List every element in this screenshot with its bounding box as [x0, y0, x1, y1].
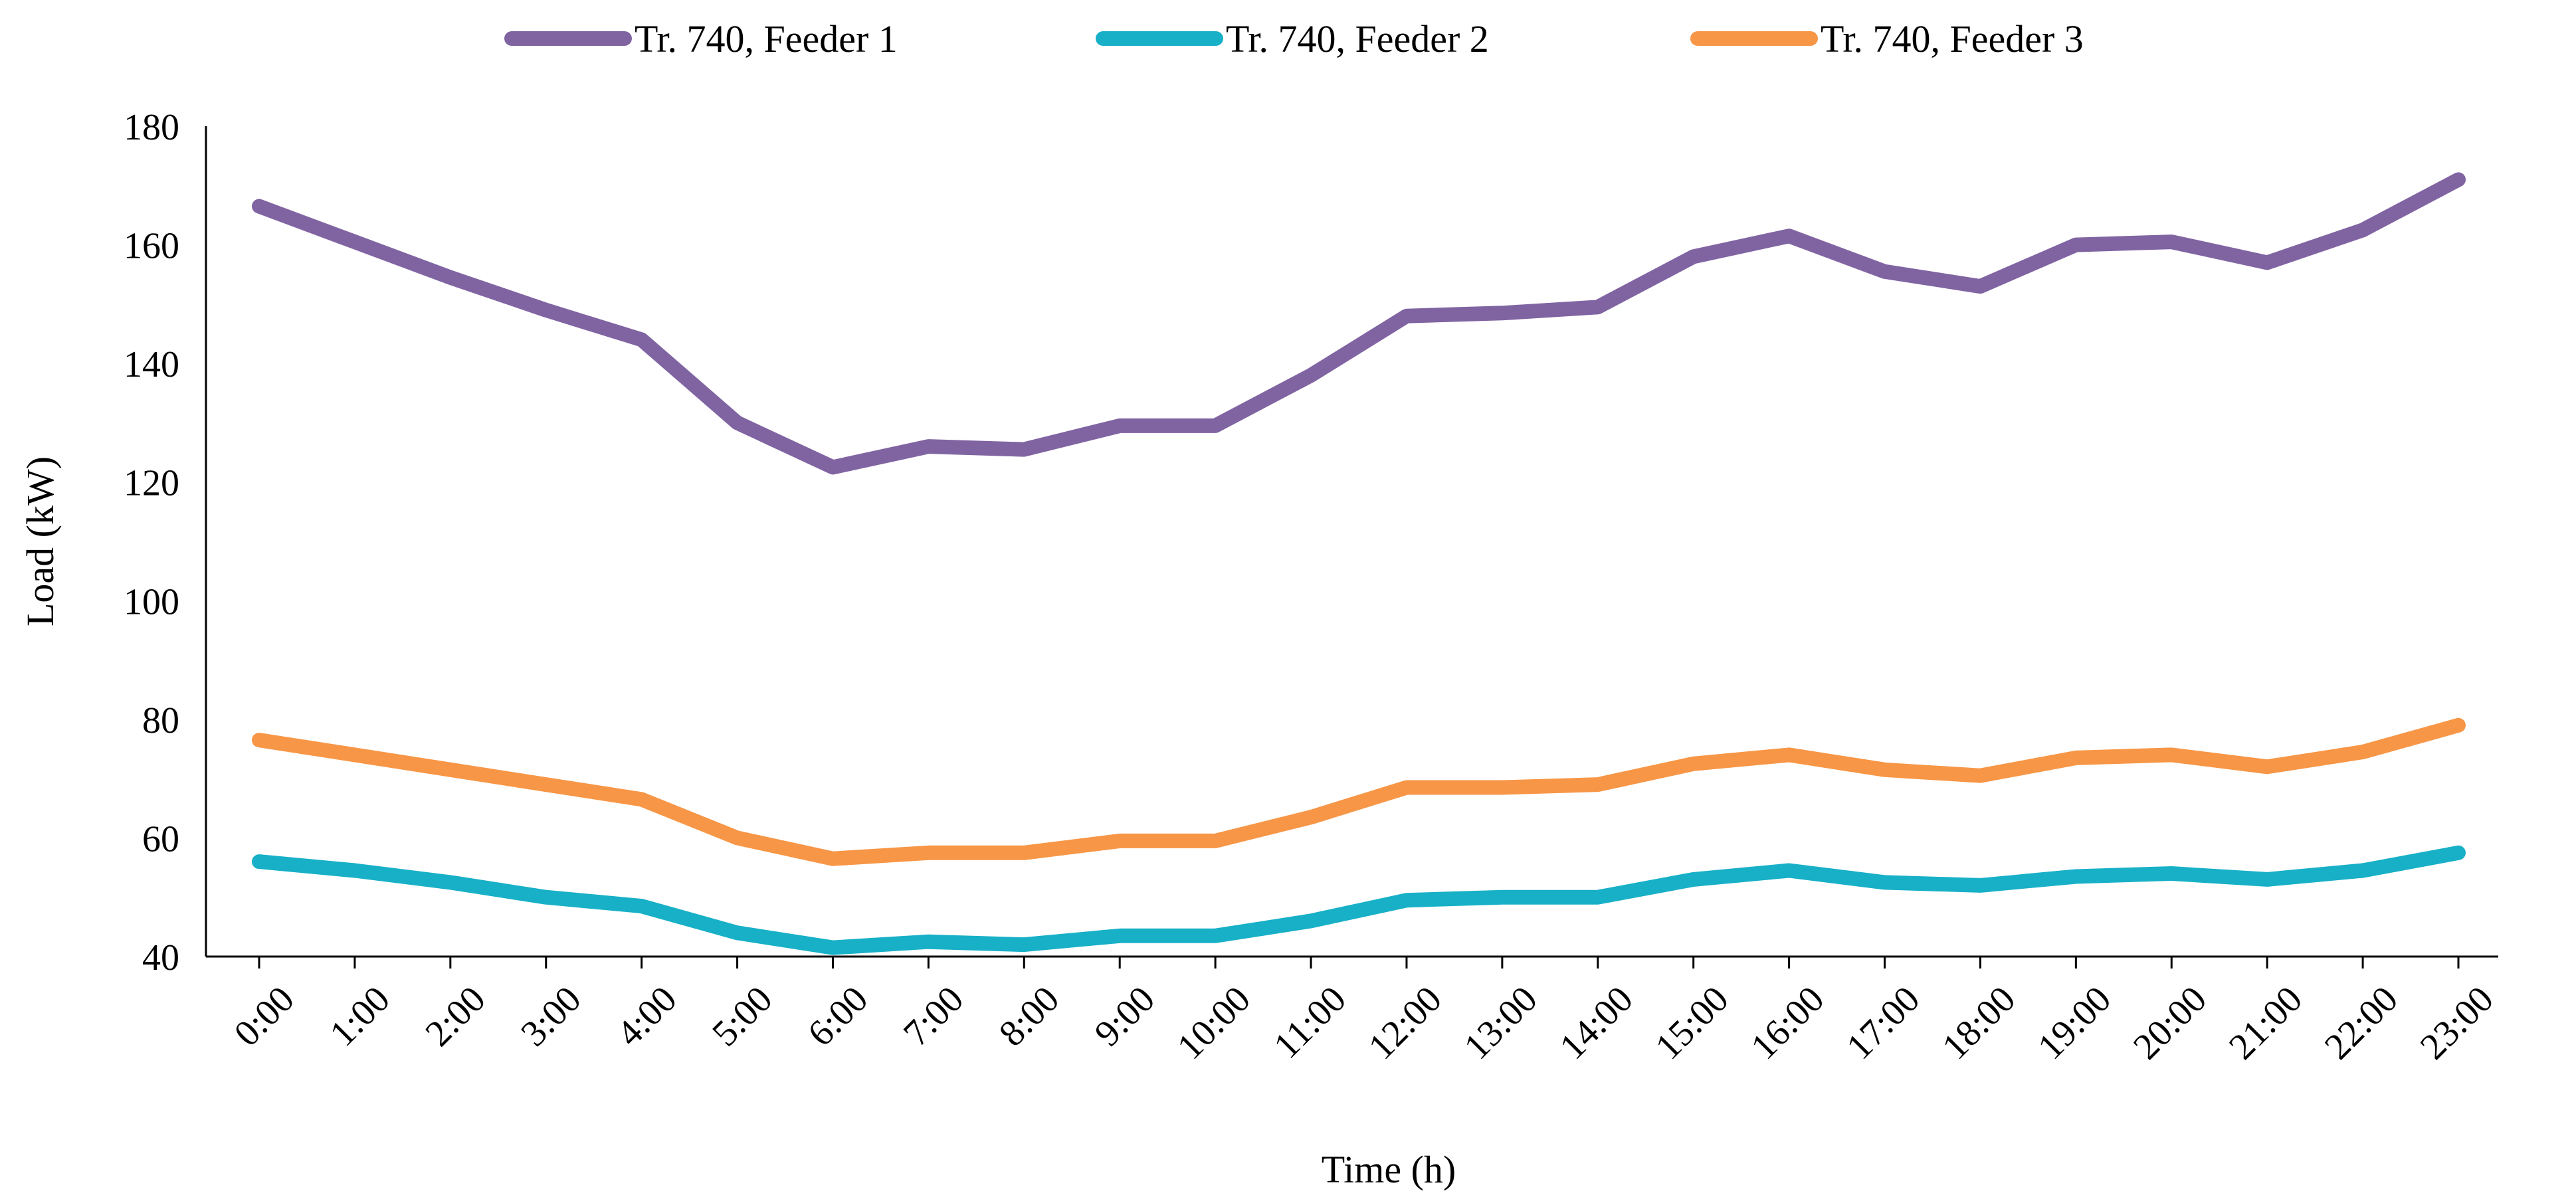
- y-tick-label: 60: [142, 818, 179, 860]
- x-tick-label: 14:00: [1552, 978, 1641, 1067]
- y-tick-label: 100: [124, 581, 179, 622]
- x-tick-label: 16:00: [1743, 978, 1832, 1067]
- x-tick-label: 1:00: [322, 978, 398, 1054]
- x-tick-label: 23:00: [2413, 978, 2502, 1067]
- series-line-feeder-3: [252, 717, 2466, 866]
- x-tick-label: 4:00: [609, 978, 684, 1054]
- x-axis-title: Time (h): [1322, 1148, 1456, 1191]
- y-tick-label: 140: [124, 344, 179, 385]
- axes: [205, 126, 2498, 958]
- x-tick-label: 11:00: [1266, 978, 1354, 1067]
- x-tick-label: 17:00: [1838, 978, 1928, 1067]
- x-tick-label: 8:00: [991, 978, 1067, 1054]
- x-tick-label: 18:00: [1934, 978, 2023, 1067]
- y-tick-label: 40: [142, 937, 179, 978]
- x-tick-label: 13:00: [1456, 978, 1545, 1067]
- x-tick-label: 21:00: [2221, 978, 2310, 1067]
- y-tick-label: 120: [124, 463, 179, 504]
- y-axis-title: Load (kW): [19, 456, 62, 626]
- series-line-feeder-1: [252, 172, 2466, 475]
- x-tick-label: 19:00: [2030, 978, 2119, 1067]
- x-tick-label: 3:00: [513, 978, 589, 1054]
- x-tick-label: 20:00: [2126, 978, 2215, 1067]
- legend: Tr. 740, Feeder 1 Tr. 740, Feeder 2 Tr. 74…: [504, 17, 2084, 60]
- legend-label-feeder-2: Tr. 740, Feeder 2: [1226, 17, 1489, 60]
- x-tick-label: 15:00: [1648, 978, 1737, 1067]
- x-tick-label: 12:00: [1361, 978, 1450, 1067]
- y-axis-ticks: 40 60 80 100 120 140 160 180: [124, 107, 179, 978]
- x-tick-label: 9:00: [1087, 978, 1163, 1054]
- series-line-feeder-2: [252, 845, 2466, 955]
- x-axis-ticks: 0:00 1:00 2:00 3:00 4:00 5:00 6:00 7:00 8:00 9:00…: [227, 957, 2502, 1067]
- x-tick-label: 7:00: [896, 978, 971, 1054]
- x-tick-label: 6:00: [800, 978, 876, 1054]
- legend-label-feeder-3: Tr. 740, Feeder 3: [1821, 17, 2084, 60]
- x-tick-label: 0:00: [227, 978, 302, 1054]
- legend-label-feeder-1: Tr. 740, Feeder 1: [635, 17, 898, 60]
- y-tick-label: 180: [124, 107, 179, 148]
- series-layer: [252, 172, 2466, 955]
- x-tick-label: 10:00: [1169, 978, 1258, 1067]
- y-tick-label: 160: [124, 226, 179, 267]
- x-tick-label: 5:00: [704, 978, 780, 1054]
- x-tick-label: 2:00: [417, 978, 493, 1054]
- x-tick-label: 22:00: [2317, 978, 2406, 1067]
- y-tick-label: 80: [142, 700, 179, 741]
